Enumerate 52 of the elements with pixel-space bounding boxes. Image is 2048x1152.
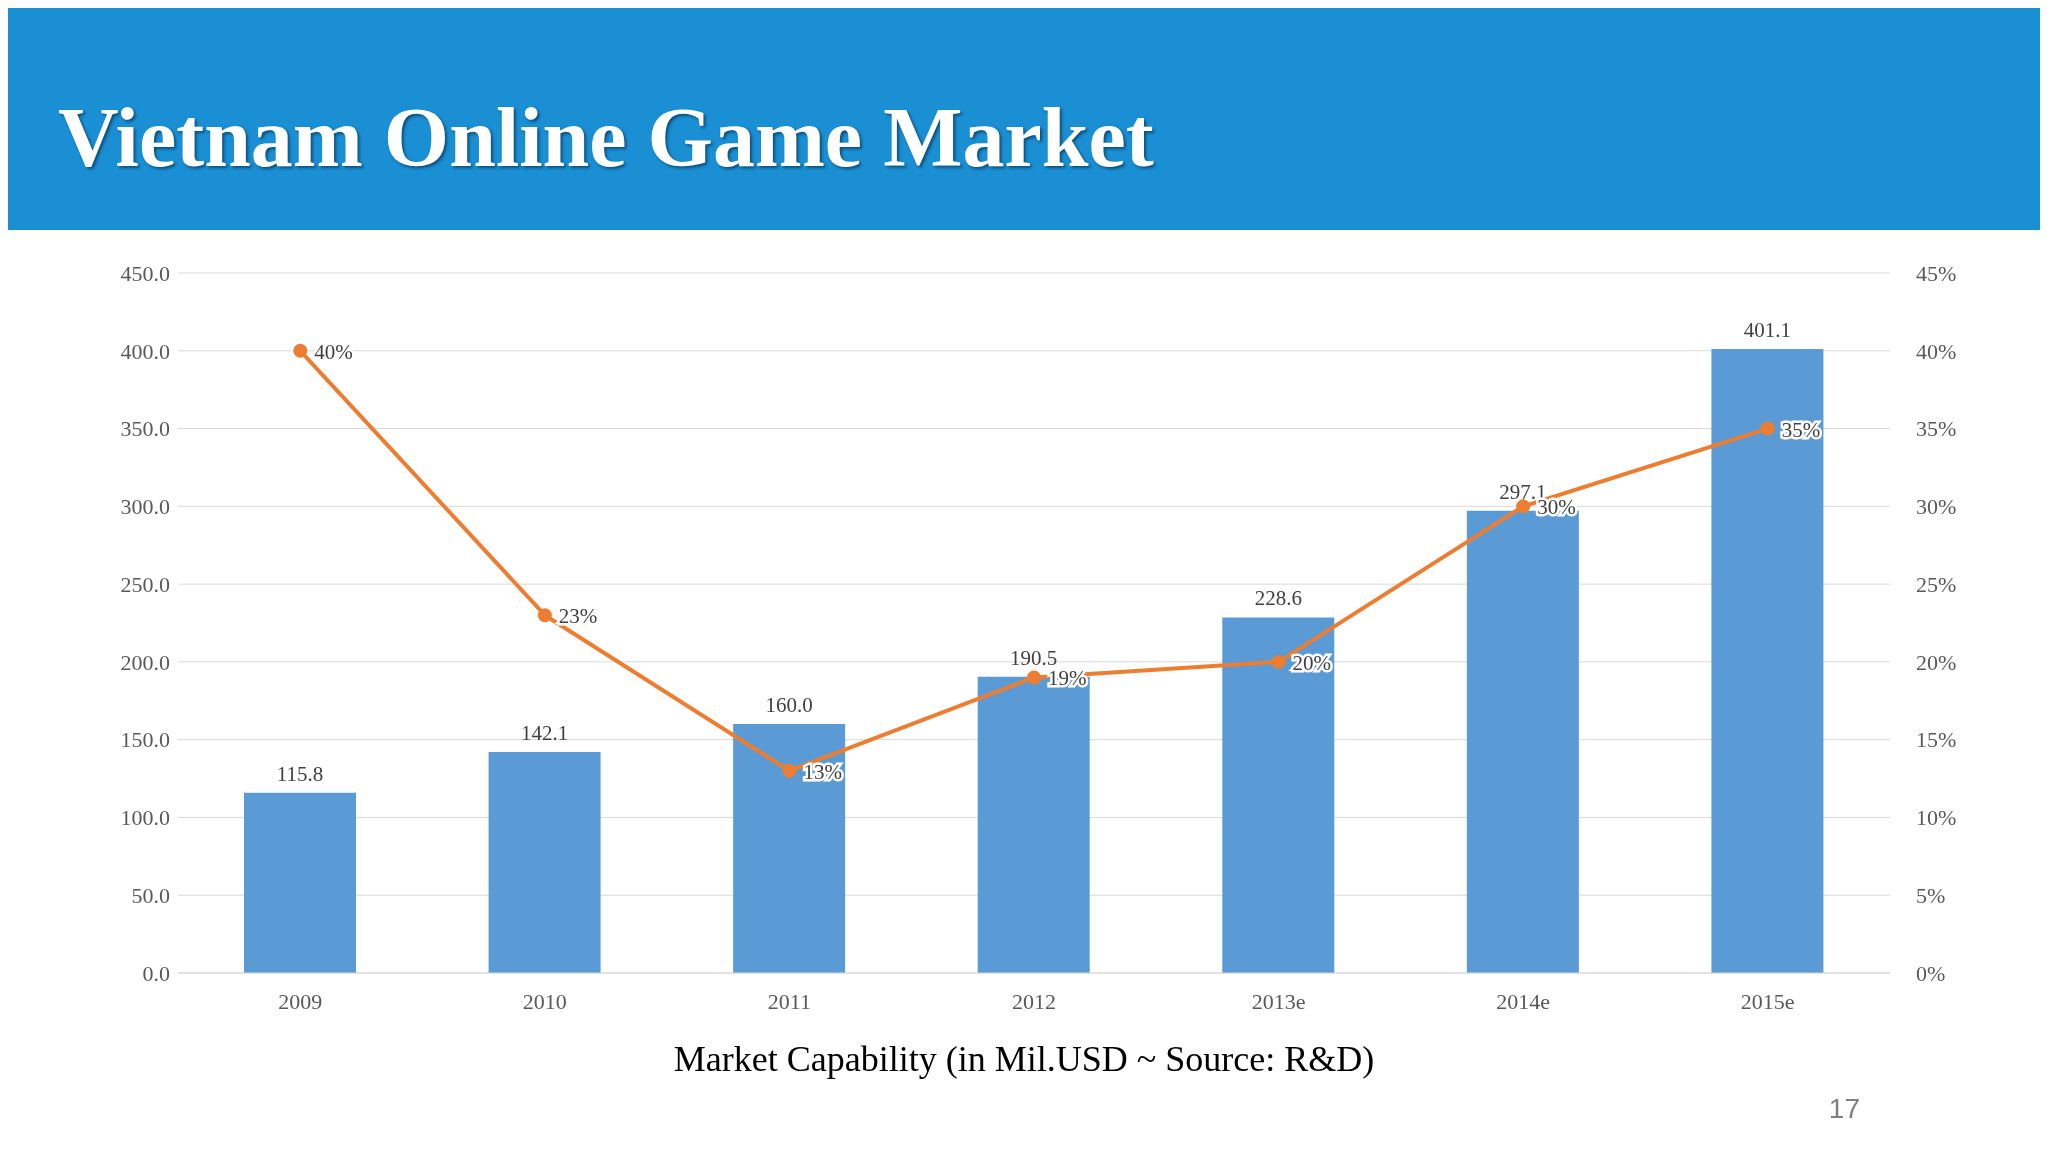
point [1271, 654, 1286, 669]
data-label: 23% [558, 604, 598, 629]
y-tick-label: 450.0 [120, 260, 170, 286]
y2-tick-label: 40% [1916, 338, 1957, 364]
bar [1711, 349, 1824, 973]
x-tick-label: 2015e [1740, 988, 1795, 1014]
y-tick-label: 150.0 [120, 727, 170, 753]
y2-tick-label: 25% [1916, 571, 1957, 597]
x-tick-label: 2009 [278, 988, 323, 1014]
x-tick-label: 2011 [767, 988, 812, 1014]
y-tick-label: 0.0 [142, 960, 170, 986]
data-label: 190.5 [1010, 645, 1058, 670]
y-tick-label: 300.0 [120, 494, 170, 520]
x-axis-title: Market Capability (in Mil.USD ~ Source: R&D) [672, 1038, 1376, 1080]
data-label: 13% [803, 759, 842, 784]
x-tick-label: 2014e [1496, 988, 1551, 1014]
y-tick-label: 50.0 [131, 883, 170, 909]
text: 17 [1828, 1093, 1860, 1125]
y-tick-label: 250.0 [120, 571, 170, 597]
data-label: 20% [1292, 650, 1332, 675]
data-label: 35% [1781, 417, 1821, 442]
data-label: 401.1 [1743, 318, 1792, 343]
data-label: 142.1 [520, 720, 569, 745]
y2-tick-label: 45% [1916, 260, 1957, 286]
y2-tick-label: 0% [1916, 960, 1946, 986]
x-tick-label: 2012 [1012, 988, 1056, 1014]
y2-tick-label: 5% [1916, 883, 1946, 909]
point [1760, 421, 1775, 436]
y-tick-label: 100.0 [120, 805, 170, 831]
y2-tick-label: 10% [1916, 805, 1957, 831]
chart-title: Vietnam Online Game Market [58, 91, 1154, 184]
bar [488, 751, 601, 973]
x-tick-label: 2013e [1251, 988, 1306, 1014]
point [293, 343, 308, 358]
x-tick-label: 2010 [522, 988, 567, 1014]
y2-tick-label: 35% [1916, 416, 1957, 442]
point [1027, 670, 1041, 685]
point [782, 763, 797, 778]
data-label: 40% [314, 339, 353, 364]
data-label: 228.6 [1254, 586, 1302, 611]
y-tick-label: 350.0 [120, 416, 170, 442]
data-label: 115.8 [276, 761, 324, 786]
y2-tick-label: 30% [1916, 494, 1957, 520]
y2-tick-label: 20% [1916, 649, 1957, 675]
data-label: 160.0 [765, 693, 813, 718]
y-tick-label: 400.0 [120, 338, 170, 364]
y-tick-label: 200.0 [120, 649, 170, 675]
point [537, 608, 552, 623]
y2-tick-label: 15% [1916, 727, 1957, 753]
bar [733, 724, 846, 973]
bar [244, 792, 356, 973]
bar [1222, 617, 1335, 973]
